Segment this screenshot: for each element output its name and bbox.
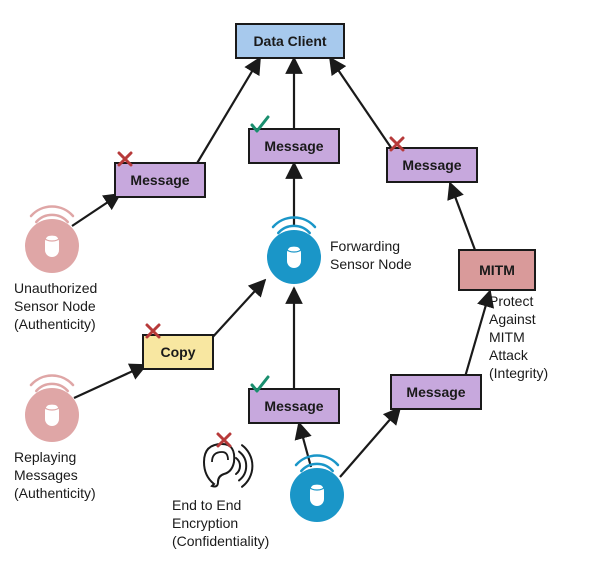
- sensor-bottom: [290, 456, 344, 522]
- desc-replay-line1: Messages: [14, 467, 78, 483]
- desc-forwarding-line1: Sensor Node: [330, 256, 412, 272]
- desc-mitm-line2: MITM: [489, 329, 525, 345]
- box-dataClient-label: Data Client: [253, 33, 326, 49]
- desc-mitm-line0: Protect: [489, 293, 533, 309]
- desc-forwarding: Forwarding Sensor Node: [330, 238, 412, 272]
- edge-bottom-msgBottomRight: [340, 408, 400, 477]
- desc-ear-line1: Encryption: [172, 515, 238, 531]
- ear-icon: [204, 444, 252, 487]
- edge-mitm-msgRight: [450, 183, 475, 250]
- desc-replay: Replaying Messages (Authenticity): [14, 449, 96, 501]
- sensor-unauthorized: [25, 207, 79, 273]
- box-msgBottomRight: Message: [391, 375, 481, 409]
- sensor-replay: [25, 376, 79, 442]
- box-msgRight-label: Message: [402, 157, 461, 173]
- edge-msgBottomRight-mitm: [465, 291, 490, 377]
- desc-ear: End to End Encryption (Confidentiality): [172, 497, 269, 549]
- desc-mitm-line3: Attack: [489, 347, 529, 363]
- box-copy-label: Copy: [161, 344, 196, 360]
- desc-unauthorized-line0: Unauthorized: [14, 280, 97, 296]
- box-msgTop-label: Message: [264, 138, 323, 154]
- desc-replay-line2: (Authenticity): [14, 485, 96, 501]
- desc-mitm-line1: Against: [489, 311, 536, 327]
- box-msgBottomMid: Message: [249, 389, 339, 423]
- desc-replay-line0: Replaying: [14, 449, 76, 465]
- box-mitm-label: MITM: [479, 262, 515, 278]
- desc-mitm-line4: (Integrity): [489, 365, 548, 381]
- desc-ear-line0: End to End: [172, 497, 241, 513]
- box-msgRight: Message: [387, 148, 477, 182]
- desc-unauthorized-line2: (Authenticity): [14, 316, 96, 332]
- edge-unauth-msgLeft: [72, 194, 120, 226]
- desc-unauthorized: Unauthorized Sensor Node (Authenticity): [14, 280, 97, 332]
- box-dataClient: Data Client: [236, 24, 344, 58]
- desc-ear-line2: (Confidentiality): [172, 533, 269, 549]
- box-msgBottomMid-label: Message: [264, 398, 323, 414]
- box-mitm: MITM: [459, 250, 535, 290]
- desc-forwarding-line0: Forwarding: [330, 238, 400, 254]
- desc-mitm: Protect Against MITM Attack (Integrity): [489, 293, 548, 381]
- sensor-forwarding: [267, 218, 321, 284]
- box-msgBottomRight-label: Message: [406, 384, 465, 400]
- edge-replay-copy: [74, 365, 146, 398]
- box-copy: Copy: [143, 335, 213, 369]
- box-msgLeft-label: Message: [130, 172, 189, 188]
- box-msgTop: Message: [249, 129, 339, 163]
- box-msgLeft: Message: [115, 163, 205, 197]
- edge-copy-forward: [210, 280, 265, 340]
- desc-unauthorized-line1: Sensor Node: [14, 298, 96, 314]
